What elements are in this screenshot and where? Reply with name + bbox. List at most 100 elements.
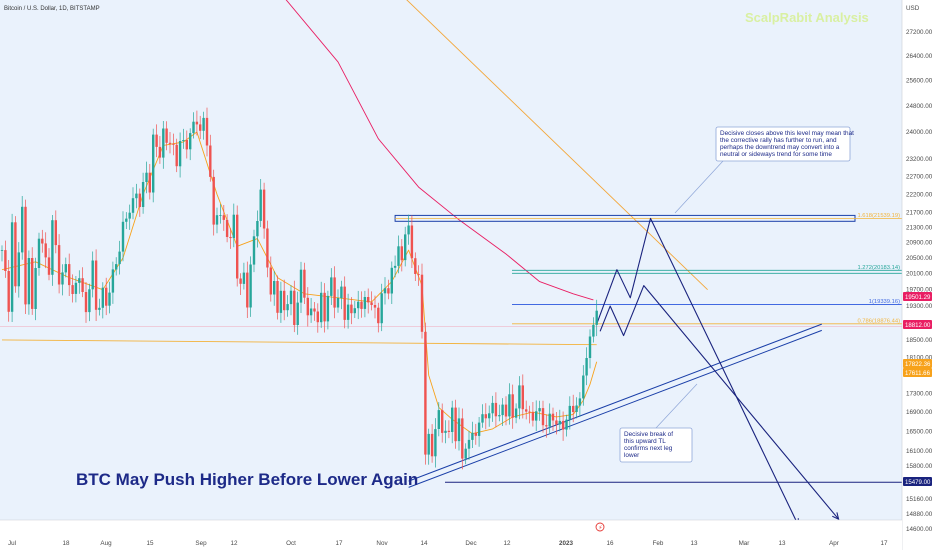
candle-body: [152, 134, 155, 193]
candle-body: [84, 292, 88, 313]
candle-body: [585, 358, 588, 376]
candle-body: [54, 220, 57, 246]
candle-body: [595, 310, 598, 325]
time-tick-label: Sep: [195, 540, 207, 547]
price-tick-label: 19700.00: [906, 287, 932, 294]
candle-body: [467, 439, 471, 449]
price-label-tag: [903, 368, 932, 377]
candle-body: [131, 198, 135, 213]
candle-body: [323, 292, 326, 322]
candle-body: [246, 272, 249, 308]
candle-body: [209, 145, 212, 177]
price-tick-label: 15160.00: [906, 496, 932, 503]
candle-body: [538, 408, 541, 412]
note-resistance-connector: [674, 160, 724, 214]
time-tick-label: 16: [606, 540, 614, 547]
price-tick-label: 20900.00: [906, 240, 932, 247]
candle-body: [293, 290, 296, 325]
price-tick-label: 16500.00: [906, 428, 932, 435]
candle-body: [168, 142, 172, 144]
time-tick-label: 14: [420, 540, 428, 547]
candle-body: [31, 258, 34, 309]
price-tick-label: 18500.00: [906, 337, 932, 344]
fib-level-label: 0.786(18876.44): [857, 318, 900, 324]
time-axis-bg: [0, 520, 902, 550]
candle-body: [37, 238, 41, 268]
candle-body: [393, 265, 397, 268]
candle-body: [111, 269, 115, 293]
candle-body: [299, 269, 303, 303]
candle-body: [236, 214, 239, 279]
candle-body: [387, 288, 390, 294]
candle-body: [383, 288, 387, 294]
candle-body: [548, 413, 551, 427]
price-tick-label: 22700.00: [906, 174, 932, 181]
fib-level-label: 1.272(20183.14): [857, 265, 900, 271]
upward-trendline: [408, 329, 822, 488]
price-tick-label: 19300.00: [906, 303, 932, 310]
candle-body: [14, 222, 17, 287]
event-marker[interactable]: ⚡: [595, 522, 605, 532]
candle-body: [441, 410, 444, 433]
headline: BTC May Push Higher Before Lower Again: [76, 470, 418, 489]
price-tick-label: 14600.00: [906, 526, 932, 533]
candle-body: [74, 282, 78, 294]
candle-body: [64, 264, 67, 273]
price-axis-bg: [902, 0, 932, 550]
price-label-text: 15479.00: [905, 479, 931, 486]
candle-body: [105, 287, 108, 306]
time-tick-label: Dec: [465, 540, 476, 547]
price-label-tag: [903, 477, 932, 486]
note-trendline: Decisive break of this upward TL confirm…: [619, 427, 693, 463]
time-axis[interactable]: Jul 18 Aug 15 Sep 12 Oct 17 Nov 14 Dec 12 2023 16 Feb 1…: [0, 519, 902, 550]
candle-body: [199, 124, 202, 131]
price-labels: 19501.29 18812.00 17822.36 17611.66 15479.00: [903, 292, 932, 486]
price-tick-label: 24000.00: [906, 129, 932, 136]
candle-body: [558, 420, 561, 425]
note-resistance-line-2: the corrective rally has further to run,…: [720, 137, 837, 144]
drawing-overlays: 1.618(21539.19) 1.272(20183.14) 1(19339.16…: [0, 0, 902, 527]
price-tick-label: 20100.00: [906, 271, 932, 278]
note-trendline-connector: [655, 383, 698, 429]
candle-body: [135, 193, 138, 199]
candle-body: [98, 307, 101, 310]
price-tick-label: 25600.00: [906, 77, 932, 84]
candle-body: [118, 251, 121, 265]
time-tick-label: Oct: [286, 540, 296, 547]
candle-body: [525, 409, 528, 412]
candle-body: [535, 411, 538, 421]
candle-body: [262, 189, 266, 229]
note-trendline-line-1: Decisive break of: [624, 431, 673, 438]
price-tick-label: 14880.00: [906, 511, 932, 518]
symbol-title: Bitcoin / U.S. Dollar, 1D, BITSTAMP: [4, 6, 100, 12]
event-marker-glyph: ⚡: [598, 524, 602, 531]
horizontal-support-line: [1, 339, 597, 346]
candle-body: [108, 292, 111, 306]
price-axis[interactable]: 27200.00 26400.00 25600.00 24800.00 24000.00…: [901, 0, 932, 550]
candle-body: [175, 144, 178, 167]
candle-body: [471, 432, 474, 440]
candle-body: [27, 258, 31, 305]
candle-body: [565, 419, 568, 430]
candle-body: [125, 218, 128, 222]
candle-body: [377, 307, 380, 324]
note-resistance-line-1: Decisive closes above this level may mea…: [720, 130, 854, 137]
price-tick-label: 27200.00: [906, 29, 932, 36]
candle-body: [205, 117, 209, 146]
candle-body: [427, 433, 430, 455]
candle-body: [575, 405, 578, 412]
candle-body: [461, 418, 464, 459]
candle-body: [346, 304, 350, 320]
candle-body: [141, 182, 145, 207]
time-tick-label: Apr: [829, 540, 839, 547]
candle-body: [182, 140, 185, 141]
candle-body: [444, 430, 447, 433]
candle-body: [528, 411, 531, 413]
candle-body: [61, 272, 64, 285]
candle-body: [71, 285, 74, 294]
price-label-text: 17611.66: [905, 370, 931, 377]
candle-body: [0, 250, 4, 251]
candle-body: [128, 212, 131, 219]
candle-body: [582, 375, 585, 399]
